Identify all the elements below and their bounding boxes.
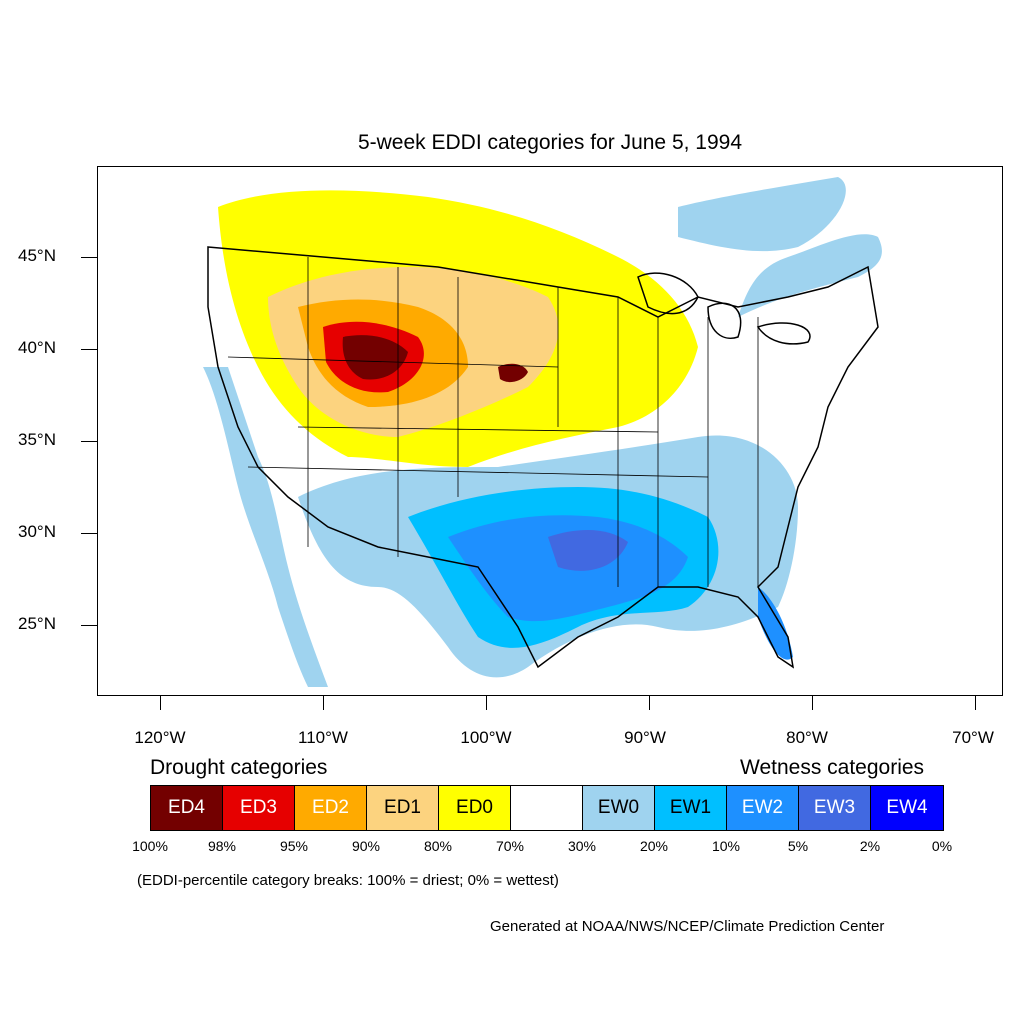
great-lakes-outline — [637, 272, 811, 345]
lat-label-45: 45°N — [18, 246, 56, 265]
lon-tick — [323, 696, 324, 710]
wet-region-west-coast — [203, 367, 328, 687]
state-lines — [227, 257, 759, 587]
eddi-map — [203, 177, 882, 687]
lat-label-25: 25°N — [18, 614, 56, 633]
footnote: (EDDI-percentile category breaks: 100% =… — [137, 872, 559, 889]
break-label: 70% — [495, 838, 525, 854]
lon-label-120: 120°W — [134, 728, 186, 747]
lon-label-90: 90°W — [624, 728, 666, 747]
country-outline — [207, 246, 879, 669]
legend-swatch-ew1: EW1 — [655, 786, 727, 830]
legend-swatch-ed4: ED4 — [151, 786, 223, 830]
wet-region-florida — [758, 587, 793, 660]
lat-tick — [81, 349, 97, 350]
lon-tick — [486, 696, 487, 710]
lat-tick — [81, 533, 97, 534]
break-label: 10% — [711, 838, 741, 854]
break-label: 90% — [351, 838, 381, 854]
wet-region-great-lakes-north — [678, 177, 846, 252]
wet-region-south-ew3 — [548, 530, 628, 571]
legend-swatch-ew4: EW4 — [871, 786, 943, 830]
legend-swatch-ed3: ED3 — [223, 786, 295, 830]
lon-tick — [975, 696, 976, 710]
lat-label-35: 35°N — [18, 430, 56, 449]
lat-label-30: 30°N — [18, 522, 56, 541]
lat-tick — [81, 625, 97, 626]
lon-label-80: 80°W — [786, 728, 828, 747]
map-title: 5-week EDDI categories for June 5, 1994 — [357, 131, 743, 154]
legend-swatch-neutral — [511, 786, 583, 830]
lat-tick — [81, 257, 97, 258]
lon-label-100: 100°W — [460, 728, 512, 747]
legend-bar: ED4 ED3 ED2 ED1 ED0 EW0 EW1 EW2 EW3 EW4 — [150, 785, 944, 831]
break-label: 80% — [423, 838, 453, 854]
map-frame — [97, 166, 1003, 696]
lat-label-40: 40°N — [18, 338, 56, 357]
break-label: 98% — [207, 838, 237, 854]
break-label: 30% — [567, 838, 597, 854]
lon-label-110: 110°W — [298, 728, 348, 747]
legend-swatch-ed2: ED2 — [295, 786, 367, 830]
lon-tick — [160, 696, 161, 710]
legend-swatch-ed1: ED1 — [367, 786, 439, 830]
break-label: 20% — [639, 838, 669, 854]
lon-tick — [649, 696, 650, 710]
break-label: 2% — [859, 838, 881, 854]
wetness-heading: Wetness categories — [740, 756, 925, 779]
lat-tick — [81, 441, 97, 442]
break-label: 0% — [931, 838, 953, 854]
lon-tick — [812, 696, 813, 710]
lon-label-70: 70°W — [952, 728, 994, 747]
wet-region-northeast — [738, 234, 882, 317]
dry-region-ed4-east — [498, 363, 528, 383]
credit: Generated at NOAA/NWS/NCEP/Climate Predi… — [490, 918, 885, 935]
break-label: 95% — [279, 838, 309, 854]
break-label: 100% — [132, 838, 168, 854]
drought-heading: Drought categories — [150, 756, 328, 779]
legend-swatch-ed0: ED0 — [439, 786, 511, 830]
break-label: 5% — [787, 838, 809, 854]
dry-region-ed4 — [342, 335, 408, 380]
legend-swatch-ew0: EW0 — [583, 786, 655, 830]
legend-swatch-ew3: EW3 — [799, 786, 871, 830]
legend-swatch-ew2: EW2 — [727, 786, 799, 830]
